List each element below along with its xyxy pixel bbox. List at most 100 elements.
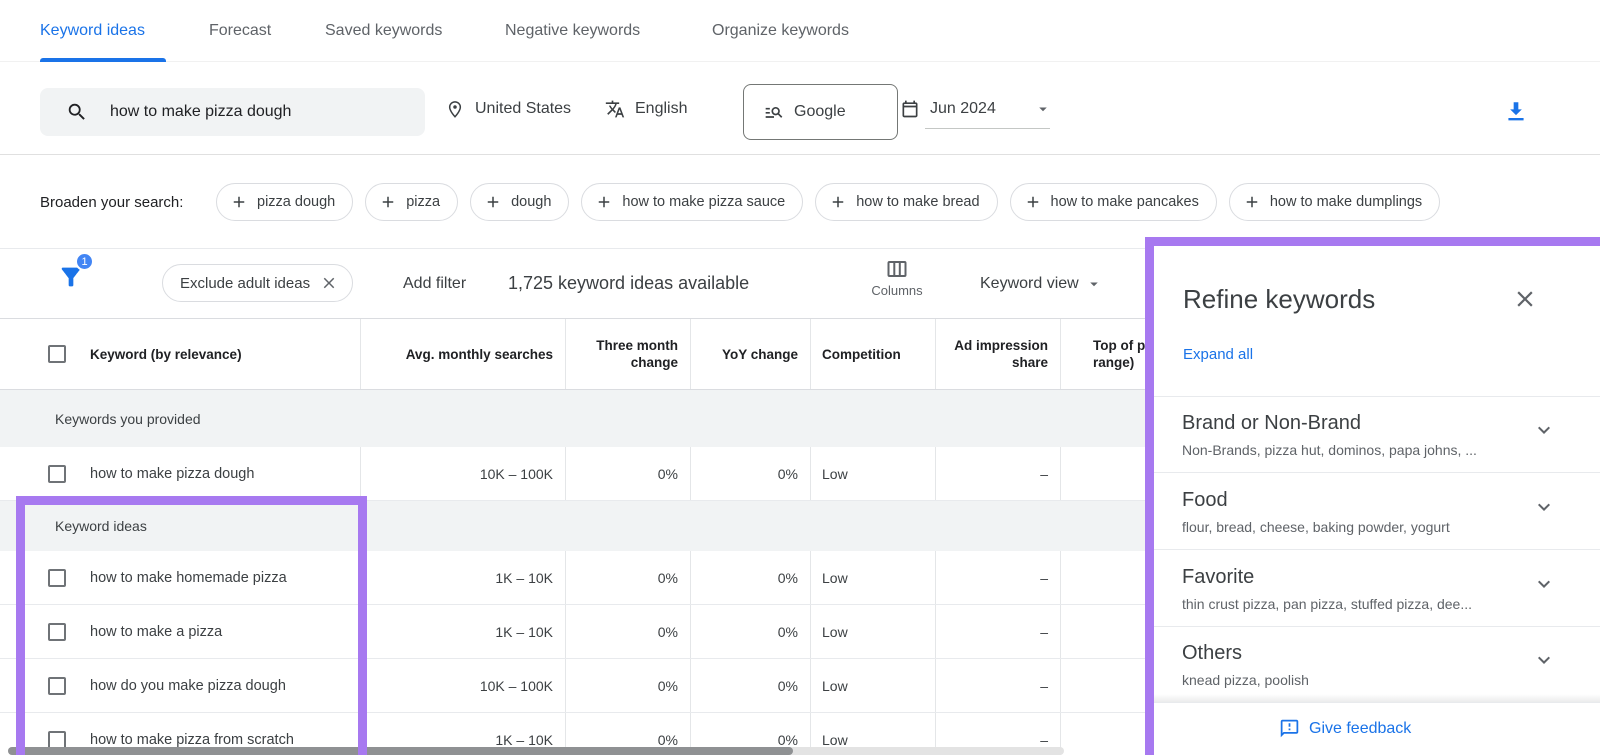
network-selector[interactable]: Google [743,84,898,140]
columns-button[interactable]: Columns [866,257,928,298]
chip-label: how to make dumplings [1269,194,1423,210]
refine-section-title[interactable]: Others [1182,642,1243,664]
tab-label: Organize keywords [712,22,849,39]
ad-share-cell: – [1040,677,1048,694]
avg-searches-cell: 10K – 100K [479,465,553,482]
table-row[interactable]: how do you make pizza dough 10K – 100K 0… [0,659,1600,713]
refine-section-title[interactable]: Food [1182,489,1228,511]
chip-label: pizza dough [257,194,336,210]
active-tab-indicator [40,58,166,62]
chevron-down-icon[interactable] [1532,495,1556,519]
broaden-chip[interactable]: how to make bread [815,183,998,221]
columns-icon [887,261,907,277]
panel-scroll-shadow [1154,694,1600,702]
date-range-selector[interactable]: Jun 2024 [900,62,1052,155]
add-filter-button[interactable]: Add filter [403,274,467,292]
tab-organize-keywords[interactable]: Organize keywords [712,0,849,62]
tab-saved-keywords[interactable]: Saved keywords [325,0,442,62]
three-month-cell: 0% [657,623,678,640]
row-checkbox[interactable] [48,622,66,641]
row-checkbox[interactable] [48,568,66,587]
broaden-label: Broaden your search: [40,193,184,211]
broaden-chip[interactable]: pizza [365,183,459,221]
ad-share-cell: – [1040,623,1048,640]
location-selector[interactable]: United States [445,62,571,155]
broaden-chip[interactable]: how to make dumplings [1228,183,1441,221]
plus-icon [1246,196,1258,208]
translate-icon [605,99,625,119]
avg-searches-cell: 10K – 100K [479,677,553,694]
location-value: United States [475,99,572,117]
yoy-cell: 0% [777,732,798,748]
filter-funnel-icon[interactable] [57,263,85,291]
tab-keyword-ideas[interactable]: Keyword ideas [40,0,145,62]
close-icon[interactable] [1512,286,1538,312]
download-icon[interactable] [1502,97,1530,125]
chevron-down-icon [1034,100,1052,118]
broaden-search-row: Broaden your search: pizza dough pizza d… [0,155,1600,249]
avg-searches-cell: 1K – 10K [495,732,553,748]
table-row[interactable]: how to make pizza from scratch 1K – 10K … [0,713,1600,755]
refine-section-subtitle: flour, bread, cheese, baking powder, yog… [1182,519,1450,535]
chevron-down-icon[interactable] [1532,418,1556,442]
refine-section-title[interactable]: Favorite [1182,566,1255,588]
header-ad-impression-share[interactable]: Ad impression share [954,338,1048,370]
chip-label: how to make pancakes [1050,194,1199,210]
header-avg-searches[interactable]: Avg. monthly searches [405,346,553,362]
remove-filter-icon[interactable] [320,274,338,292]
table-row[interactable]: how to make pizza dough 10K – 100K 0% 0%… [0,447,1600,501]
keyword-view-dropdown[interactable]: Keyword view [980,249,1103,318]
give-feedback-label: Give feedback [1309,719,1412,737]
expand-all-link[interactable]: Expand all [1183,346,1254,363]
ad-share-cell: – [1040,569,1048,586]
panel-divider [1154,549,1600,550]
select-all-checkbox[interactable] [48,345,66,363]
panel-title: Refine keywords [1183,284,1376,314]
calendar-icon [900,99,920,119]
chip-label: pizza [406,194,441,210]
refine-section-title[interactable]: Brand or Non-Brand [1182,412,1361,434]
broaden-chip[interactable]: dough [470,183,570,221]
broaden-chip[interactable]: how to make pizza sauce [581,183,804,221]
table-row[interactable]: how to make homemade pizza 1K – 10K 0% 0… [0,551,1600,605]
table-row[interactable]: how to make a pizza 1K – 10K 0% 0% Low – [0,605,1600,659]
refine-section-subtitle: thin crust pizza, pan pizza, stuffed piz… [1182,596,1473,612]
panel-divider [1154,472,1600,473]
scrollbar-thumb[interactable] [8,747,793,755]
keyword-cell: how to make pizza dough [90,465,255,482]
language-value: English [635,99,688,117]
tab-forecast[interactable]: Forecast [209,0,271,62]
search-value: how to make pizza dough [110,103,292,120]
keyword-cell: how to make homemade pizza [90,569,287,586]
keyword-ideas-count: 1,725 keyword ideas available [508,273,750,293]
give-feedback-button[interactable]: Give feedback [1279,718,1411,739]
header-yoy-change[interactable]: YoY change [721,346,798,362]
header-competition[interactable]: Competition [822,346,901,362]
header-keyword[interactable]: Keyword (by relevance) [90,346,242,362]
avg-searches-cell: 1K – 10K [495,569,553,586]
active-filter-chip[interactable]: Exclude adult ideas [162,264,354,302]
plus-icon [487,196,499,208]
header-three-month[interactable]: Three month change [596,338,678,370]
row-checkbox[interactable] [48,464,66,483]
filter-chip-label: Exclude adult ideas [180,274,311,292]
tab-negative-keywords[interactable]: Negative keywords [505,0,640,62]
competition-cell: Low [822,677,848,694]
search-input[interactable]: how to make pizza dough [40,88,425,136]
yoy-cell: 0% [777,677,798,694]
filter-count-badge: 1 [75,252,94,271]
row-checkbox[interactable] [48,676,66,695]
yoy-cell: 0% [777,623,798,640]
broaden-chip[interactable]: how to make pancakes [1009,183,1217,221]
keyword-view-label: Keyword view [980,274,1079,292]
broaden-chip[interactable]: pizza dough [216,183,354,221]
three-month-cell: 0% [657,569,678,586]
chevron-down-icon[interactable] [1532,648,1556,672]
columns-label: Columns [871,283,923,298]
tab-label: Keyword ideas [40,22,145,39]
language-selector[interactable]: English [605,62,687,155]
chevron-down-icon[interactable] [1532,572,1556,596]
ad-share-cell: – [1040,732,1048,748]
search-toolbar: how to make pizza dough United States En… [0,62,1600,155]
